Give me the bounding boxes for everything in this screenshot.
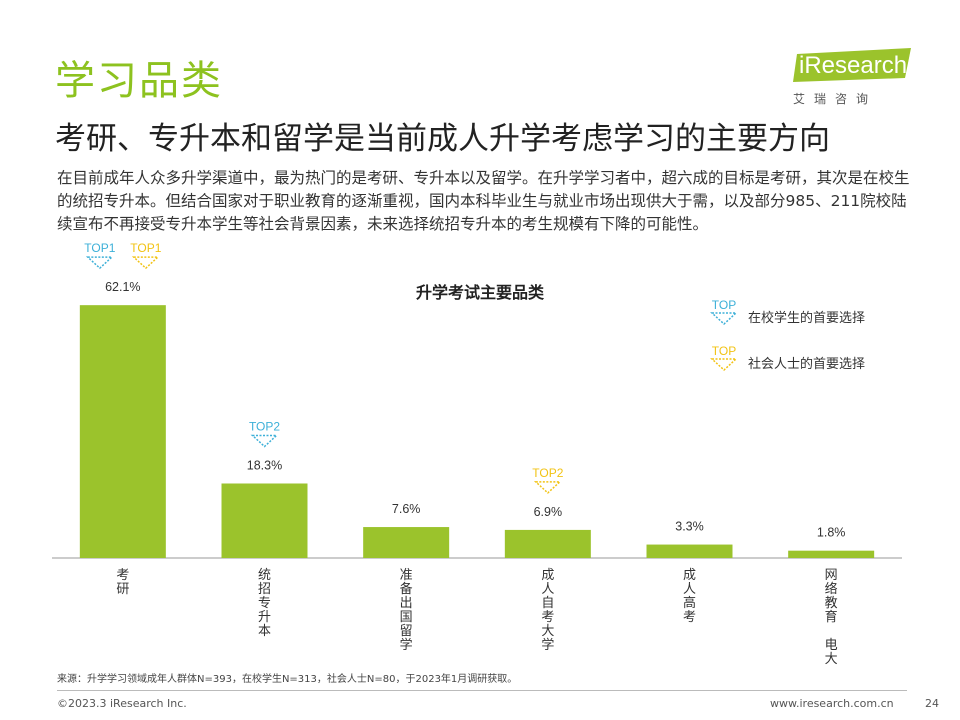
source-note: 来源：升学学习领域成年人群体N=393，在校学生N=313，社会人士N=80，于… [57, 674, 518, 685]
bar-value-label-2: 7.6% [392, 502, 421, 516]
top-badge-arrow-icon-3 [533, 481, 562, 494]
page-number: 24 [925, 697, 939, 710]
bar-value-label-1: 18.3% [247, 458, 282, 472]
bar-value-label-0: 62.1% [105, 280, 140, 294]
student-top-badge-icon: TOP [710, 298, 738, 326]
website-link[interactable]: www.iresearch.com.cn [770, 697, 894, 710]
adult-top-badge-icon: TOP [710, 344, 738, 372]
logo-subtitle: 艾瑞咨询 [793, 92, 878, 106]
bar-value-label-3: 6.9% [534, 505, 563, 519]
top-badge-text-1: TOP1 [130, 241, 161, 255]
category-label-3: 成人自考大学 [541, 568, 554, 653]
bar-1 [221, 483, 308, 558]
legend-adult-label: 社会人士的首要选择 [748, 357, 866, 372]
section-title: 学习品类 [55, 58, 223, 104]
iresearch-logo: iResearch 艾瑞咨询 [793, 48, 913, 110]
bar-chart: 62.1% 考研 18.3% 统招专升本 7.6% 准备出国留学 6.9% 成人自考大学 3.3… [52, 241, 902, 667]
top-badge-text-0: TOP1 [84, 241, 115, 255]
top-badge-text-2: TOP2 [249, 419, 280, 433]
bar-0 [79, 305, 166, 558]
bar-4 [646, 544, 733, 558]
category-label-0: 考研 [116, 568, 129, 597]
top-badge-arrow-icon-2 [250, 434, 279, 448]
category-label-1: 统招专升本 [258, 568, 271, 639]
legend-student-badge-text: TOP [712, 298, 736, 312]
chart-title: 升学考试主要品类 [415, 283, 544, 302]
page-headline: 考研、专升本和留学是当前成人升学考虑学习的主要方向 [55, 121, 830, 157]
category-label-4: 成人高考 [683, 568, 696, 625]
bar-value-label-5: 1.8% [817, 526, 846, 540]
bar-5 [788, 550, 875, 558]
legend-student: TOP 在校学生的首要选择 [708, 296, 908, 330]
copyright: ©2023.3 iResearch Inc. [57, 697, 187, 710]
logo-name: iResearch [799, 52, 908, 79]
top-badge-arrow-icon-0 [85, 256, 114, 270]
logo-shape-icon [793, 48, 911, 82]
category-label-2: 准备出国留学 [400, 568, 413, 653]
category-label-5: 网络教育 电大 [825, 568, 838, 667]
legend-student-label: 在校学生的首要选择 [748, 311, 866, 326]
summary-paragraph: 在目前成年人众多升学渠道中，最为热门的是考研、专升本以及留学。在升学学习者中，超… [57, 169, 910, 233]
bar-2 [363, 527, 450, 558]
top-badge-text-3: TOP2 [532, 466, 563, 480]
bar-value-label-4: 3.3% [675, 520, 704, 534]
footer-divider [57, 690, 907, 691]
top-badge-arrow-icon-1 [131, 256, 160, 270]
legend-adult: TOP 社会人士的首要选择 [708, 342, 908, 376]
legend-adult-badge-text: TOP [712, 344, 736, 358]
bar-3 [504, 529, 591, 558]
